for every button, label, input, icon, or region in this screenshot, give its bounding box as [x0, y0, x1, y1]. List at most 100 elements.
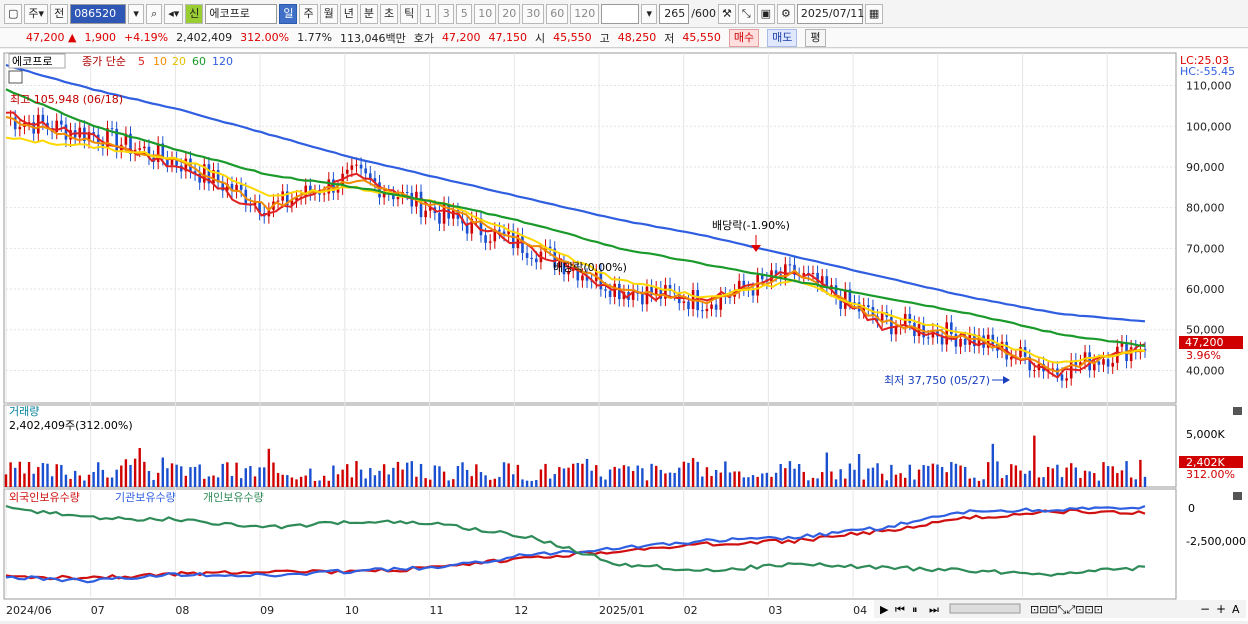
- sound-icon[interactable]: ◂▾: [164, 3, 184, 24]
- annot-dividend-2: 배당락(0.00%): [553, 261, 627, 274]
- candle-body: [553, 248, 557, 268]
- annot-dividend-1-arrow: [751, 245, 761, 252]
- volume-bar: [899, 473, 902, 487]
- annot-high: 최고 105,948 (06/18): [10, 93, 123, 106]
- volume-bar: [691, 458, 695, 487]
- volume-bar: [364, 478, 367, 487]
- holding-panel-close-icon[interactable]: [1233, 492, 1242, 500]
- tools-icon[interactable]: ⚒: [717, 3, 736, 24]
- gear-icon[interactable]: ⚙: [777, 3, 795, 24]
- interval-60[interactable]: 60: [546, 3, 569, 24]
- period-week[interactable]: 주: [299, 3, 318, 24]
- candle-body: [156, 143, 160, 162]
- stock-code-input[interactable]: 086520: [70, 3, 127, 24]
- volume-title: 거래량: [9, 405, 39, 418]
- buy-button[interactable]: 매수: [728, 28, 760, 47]
- zoom-out-icon[interactable]: −: [1200, 602, 1210, 616]
- candle-body: [438, 212, 441, 224]
- volume-bar: [705, 467, 709, 487]
- code-dropdown-icon[interactable]: ▾: [128, 3, 145, 24]
- period-tick[interactable]: 틱: [400, 3, 419, 24]
- volume-bar: [857, 454, 861, 487]
- interval-30[interactable]: 30: [522, 3, 545, 24]
- period-main-select[interactable]: 주 ▾: [24, 3, 49, 24]
- sell-button[interactable]: 매도: [767, 28, 798, 47]
- volume-bar: [212, 475, 215, 487]
- volume-bar: [894, 474, 898, 487]
- volume-bar: [193, 466, 197, 487]
- search-icon[interactable]: ⌕: [146, 3, 163, 24]
- candle-body: [991, 334, 995, 345]
- volume-bar: [502, 462, 506, 487]
- interval-120[interactable]: 120: [570, 3, 600, 24]
- interval-dropdown-icon[interactable]: ▾: [641, 3, 658, 24]
- count-input[interactable]: 265: [659, 3, 690, 24]
- window-icon[interactable]: ▢: [4, 3, 23, 24]
- calendar-icon[interactable]: ▦: [864, 3, 884, 24]
- stock-tag-box: [8, 53, 66, 69]
- zoom-icons[interactable]: ⊡⊡⊡⤡⤢⊡⊡⊡: [1030, 603, 1103, 616]
- first-icon[interactable]: ⏮: [895, 603, 905, 616]
- candle-body: [742, 280, 746, 289]
- eval-button[interactable]: 평: [805, 28, 826, 47]
- volume-bar: [668, 472, 672, 487]
- candle-body: [558, 261, 561, 268]
- zoom-in-icon[interactable]: +: [1216, 602, 1226, 616]
- calc-icon[interactable]: [8, 70, 23, 84]
- interval-custom-input[interactable]: [601, 3, 640, 24]
- candle-body: [1079, 362, 1082, 366]
- auto-scale-icon[interactable]: A: [1232, 603, 1240, 616]
- volume-bar: [304, 475, 307, 487]
- volume-bar: [433, 465, 437, 487]
- candle-body: [756, 275, 759, 296]
- volume-bar: [415, 476, 418, 487]
- volume-bar: [1129, 477, 1133, 487]
- candle-body: [1083, 352, 1087, 363]
- draw-icon[interactable]: ⤡: [737, 3, 755, 24]
- interval-20[interactable]: 20: [498, 3, 521, 24]
- period-month[interactable]: 월: [319, 3, 338, 24]
- volume-bar: [1051, 468, 1054, 487]
- volume-bar: [908, 464, 912, 487]
- period-prev-button[interactable]: 전: [50, 3, 69, 24]
- period-second[interactable]: 초: [379, 3, 399, 24]
- volume-bar: [539, 469, 543, 487]
- volume-bar: [392, 467, 395, 487]
- scrollbar[interactable]: [949, 603, 1021, 614]
- interval-1[interactable]: 1: [420, 3, 437, 24]
- stock-chart[interactable]: 40,000 50,000 60,000 70,000 80,000 90,000 100,…: [0, 49, 1248, 621]
- x-tick-label: 2024/06: [6, 604, 52, 617]
- volume-bar: [738, 471, 741, 487]
- period-day[interactable]: 일: [279, 3, 298, 24]
- scroll-right-icon[interactable]: ▶: [880, 603, 889, 616]
- volume-bar: [41, 463, 45, 487]
- volume-bar: [299, 476, 303, 487]
- ma-line-20: [5, 136, 1146, 364]
- stock-name-field[interactable]: 에코프로: [205, 3, 278, 24]
- interval-5[interactable]: 5: [456, 3, 473, 24]
- date-input[interactable]: 2025/07/11: [796, 3, 864, 24]
- volume-bar: [447, 480, 450, 487]
- candle-body: [276, 200, 280, 202]
- candle-body: [170, 158, 174, 165]
- volume-bar: [751, 475, 755, 487]
- period-year[interactable]: 년: [339, 3, 358, 24]
- volume-bar: [73, 470, 77, 487]
- candle-body: [498, 229, 501, 232]
- last-icon[interactable]: ⏭: [929, 603, 939, 616]
- candle-body: [235, 184, 238, 192]
- candle-body: [253, 201, 257, 205]
- volume-panel-close-icon[interactable]: [1233, 407, 1242, 415]
- volume-bar: [341, 469, 344, 487]
- interval-3[interactable]: 3: [438, 3, 455, 24]
- period-minute[interactable]: 분: [359, 3, 378, 24]
- volume-bar: [991, 443, 995, 487]
- save-icon[interactable]: ▣: [756, 3, 776, 24]
- current-price-value: 47,200: [26, 31, 65, 44]
- interval-10[interactable]: 10: [474, 3, 497, 24]
- pause-icon[interactable]: ⏸: [912, 603, 918, 616]
- candle-body: [239, 184, 243, 190]
- volume-bar: [880, 473, 884, 487]
- candle-body: [687, 301, 690, 310]
- period-prev-label: 전: [54, 6, 65, 20]
